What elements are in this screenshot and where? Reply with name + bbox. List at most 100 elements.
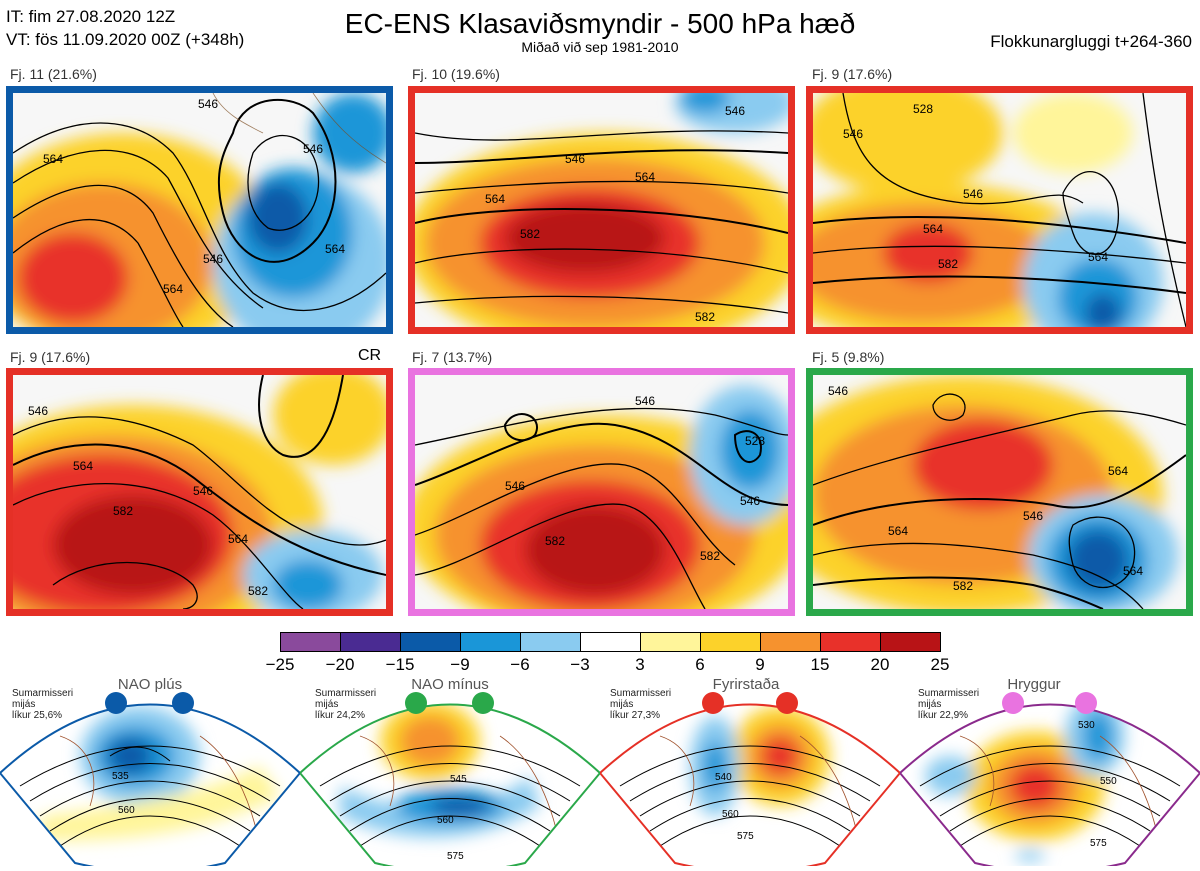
regime-outline [0,703,300,866]
colorbar-tick-label: 15 [810,655,830,674]
contour-label: 546 [963,187,983,201]
panel-label: Fj. 5 (9.8%) [812,349,885,365]
regime-map[interactable]: 530 550 575 [900,676,1200,866]
contour-label: 550 [1100,776,1117,787]
contour-label: 582 [248,584,268,598]
colorbar-tick-label: −9 [450,655,470,674]
regime-map[interactable]: 535 560 [0,676,300,866]
contour-label: 564 [163,282,183,296]
regime-outline [300,703,600,866]
regime-dot [172,692,194,714]
cluster-map-panel[interactable]: 546 546 528 546 582 582 [408,368,795,616]
colorbar-tick-label: −20 [325,655,355,674]
cluster-map-panel[interactable]: 546 546 564 564 582 582 [408,86,795,334]
colorbar-tick-label: −3 [570,655,590,674]
regime-dot [472,692,494,714]
colorbar-tick-label: 9 [755,655,765,674]
colorbar-tick-label: −25 [265,655,295,674]
contour-label: 564 [1088,250,1108,264]
panel-tag: CR [358,347,382,364]
contour-label: 546 [505,479,525,493]
contour-label: 582 [520,227,540,241]
cluster-map-panel[interactable]: 546 564 546 564 564 582 [806,368,1193,616]
anomaly-map: 546 564 546 564 564 582 [813,375,1186,609]
contour-label: 564 [43,152,63,166]
regime-name: Hryggur [1007,676,1061,693]
regime-map[interactable]: 545 560 575 [300,676,600,866]
contour-label: 546 [303,142,323,156]
contour-label: 575 [1090,838,1107,849]
cluster-map-panel[interactable]: 546 546 564 564 546 564 [6,86,393,334]
contour-label: 560 [722,809,739,820]
it-time: IT: fim 27.08.2020 12Z [6,7,176,26]
contour-label: 560 [118,805,135,816]
colorbar-segment [340,632,401,652]
page-title: EC-ENS Klasaviðsmyndir - 500 hPa hæð [344,8,856,39]
regime-dot [1075,692,1097,714]
page-subtitle: Miðað við sep 1981-2010 [521,39,679,55]
contour-label: 575 [447,851,464,862]
colorbar-segment [280,632,341,652]
contour-label: 546 [193,484,213,498]
anomaly-map: 546 546 564 564 582 582 [415,93,788,327]
colorbar-tick-label: 3 [635,655,645,674]
contour-label: 582 [695,310,715,324]
contour-label: 546 [828,384,848,398]
regime-info: Sumarmisseri mijás líkur 27,3% [610,688,672,721]
colorbar-tick-label: −15 [385,655,415,674]
contour-label: 564 [325,242,345,256]
contour-label: 530 [1078,720,1095,731]
anomaly-map: 528 546 546 564 564 582 [813,93,1186,327]
regime-info: Sumarmisseri mijás líkur 25,6% [12,688,74,721]
contour-label: 582 [700,549,720,563]
anomaly-map: 546 546 528 546 582 582 [415,375,788,609]
regime-name: NAO mínus [411,676,489,693]
contour-label: 582 [953,579,973,593]
panel-label: Fj. 9 (17.6%) [10,349,91,365]
colorbar-tick-label: 25 [930,655,950,674]
regime-dot [405,692,427,714]
contour-label: 564 [73,459,93,473]
colorbar-segment [760,632,821,652]
contour-label: 564 [1123,564,1143,578]
regime-info: Sumarmisseri mijás líkur 24,2% [315,688,377,721]
contour-label: 546 [198,97,218,111]
colorbar-tick-label: 6 [695,655,705,674]
colorbar-tick-label: −6 [510,655,530,674]
contour-label: 546 [843,127,863,141]
panel-label: Fj. 9 (17.6%) [812,66,893,82]
colorbar-segment [640,632,701,652]
regime-name: Fyrirstaða [712,676,780,693]
contour-label: 546 [725,104,745,118]
colorbar-segment [580,632,641,652]
regime-map[interactable]: 540 560 575 [600,676,900,866]
contour-label: 528 [745,434,765,448]
contour-label: 564 [228,532,248,546]
contour-label: 546 [740,494,760,508]
cluster-map-panel[interactable]: 528 546 546 564 564 582 [806,86,1193,334]
contour-label: 582 [545,534,565,548]
contour-label: 546 [635,394,655,408]
contour-label: 582 [938,257,958,271]
contour-label: 564 [923,222,943,236]
contour-label: 546 [203,252,223,266]
contour-label: 582 [113,504,133,518]
panel-label: Fj. 10 (19.6%) [412,66,500,82]
regime-dot [105,692,127,714]
panel-label: Fj. 7 (13.7%) [412,349,493,365]
colorbar-segment [700,632,761,652]
colorbar-segment [820,632,881,652]
regime-outline [900,703,1200,866]
contour-label: 560 [437,815,454,826]
vt-time: VT: fös 11.09.2020 00Z (+348h) [6,30,245,49]
contour-label: 546 [565,152,585,166]
colorbar-tick-label: 20 [870,655,890,674]
contour-label: 546 [1023,509,1043,523]
regime-dot [1002,692,1024,714]
contour-label: 545 [450,774,467,785]
contour-label: 535 [112,771,129,782]
colorbar-segment [400,632,461,652]
cluster-map-panel[interactable]: 546 564 546 582 564 582 [6,368,393,616]
contour-label: 540 [715,772,732,783]
colorbar [280,632,941,652]
